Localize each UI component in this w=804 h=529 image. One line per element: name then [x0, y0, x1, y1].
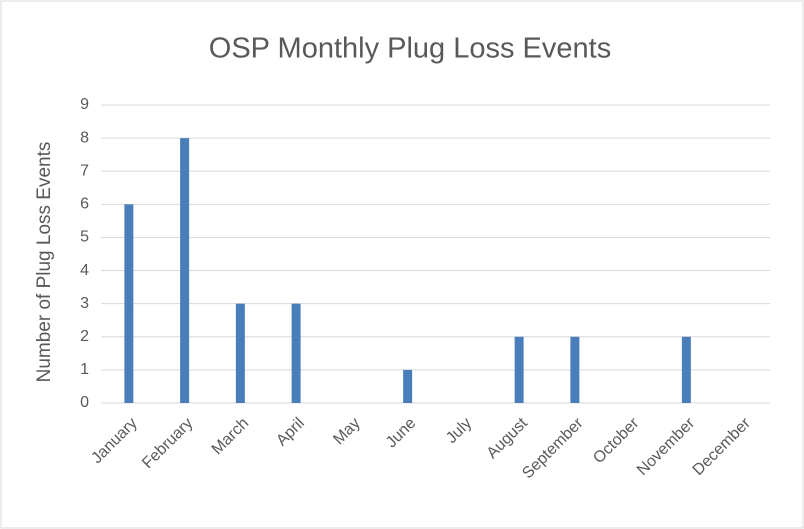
- bar: [180, 138, 190, 403]
- bar: [235, 303, 245, 403]
- y-tick-label: 3: [80, 295, 89, 312]
- y-axis-title: Number of Plug Loss Events: [34, 142, 55, 383]
- y-tick-label: 4: [80, 262, 89, 279]
- y-tick-label: 8: [80, 129, 89, 146]
- bar: [403, 369, 413, 403]
- y-tick-label: 9: [80, 96, 89, 113]
- bar: [291, 303, 301, 403]
- y-tick-label: 1: [80, 361, 89, 378]
- y-tick-label: 0: [80, 394, 89, 411]
- y-tick-label: 6: [80, 196, 89, 213]
- y-tick-label: 2: [80, 328, 89, 345]
- bar: [124, 204, 134, 403]
- bar: [514, 336, 524, 403]
- y-tick-label: 5: [80, 229, 89, 246]
- bar: [570, 336, 580, 403]
- chart-title: OSP Monthly Plug Loss Events: [209, 33, 611, 65]
- bar: [681, 336, 691, 403]
- y-tick-label: 7: [80, 162, 89, 179]
